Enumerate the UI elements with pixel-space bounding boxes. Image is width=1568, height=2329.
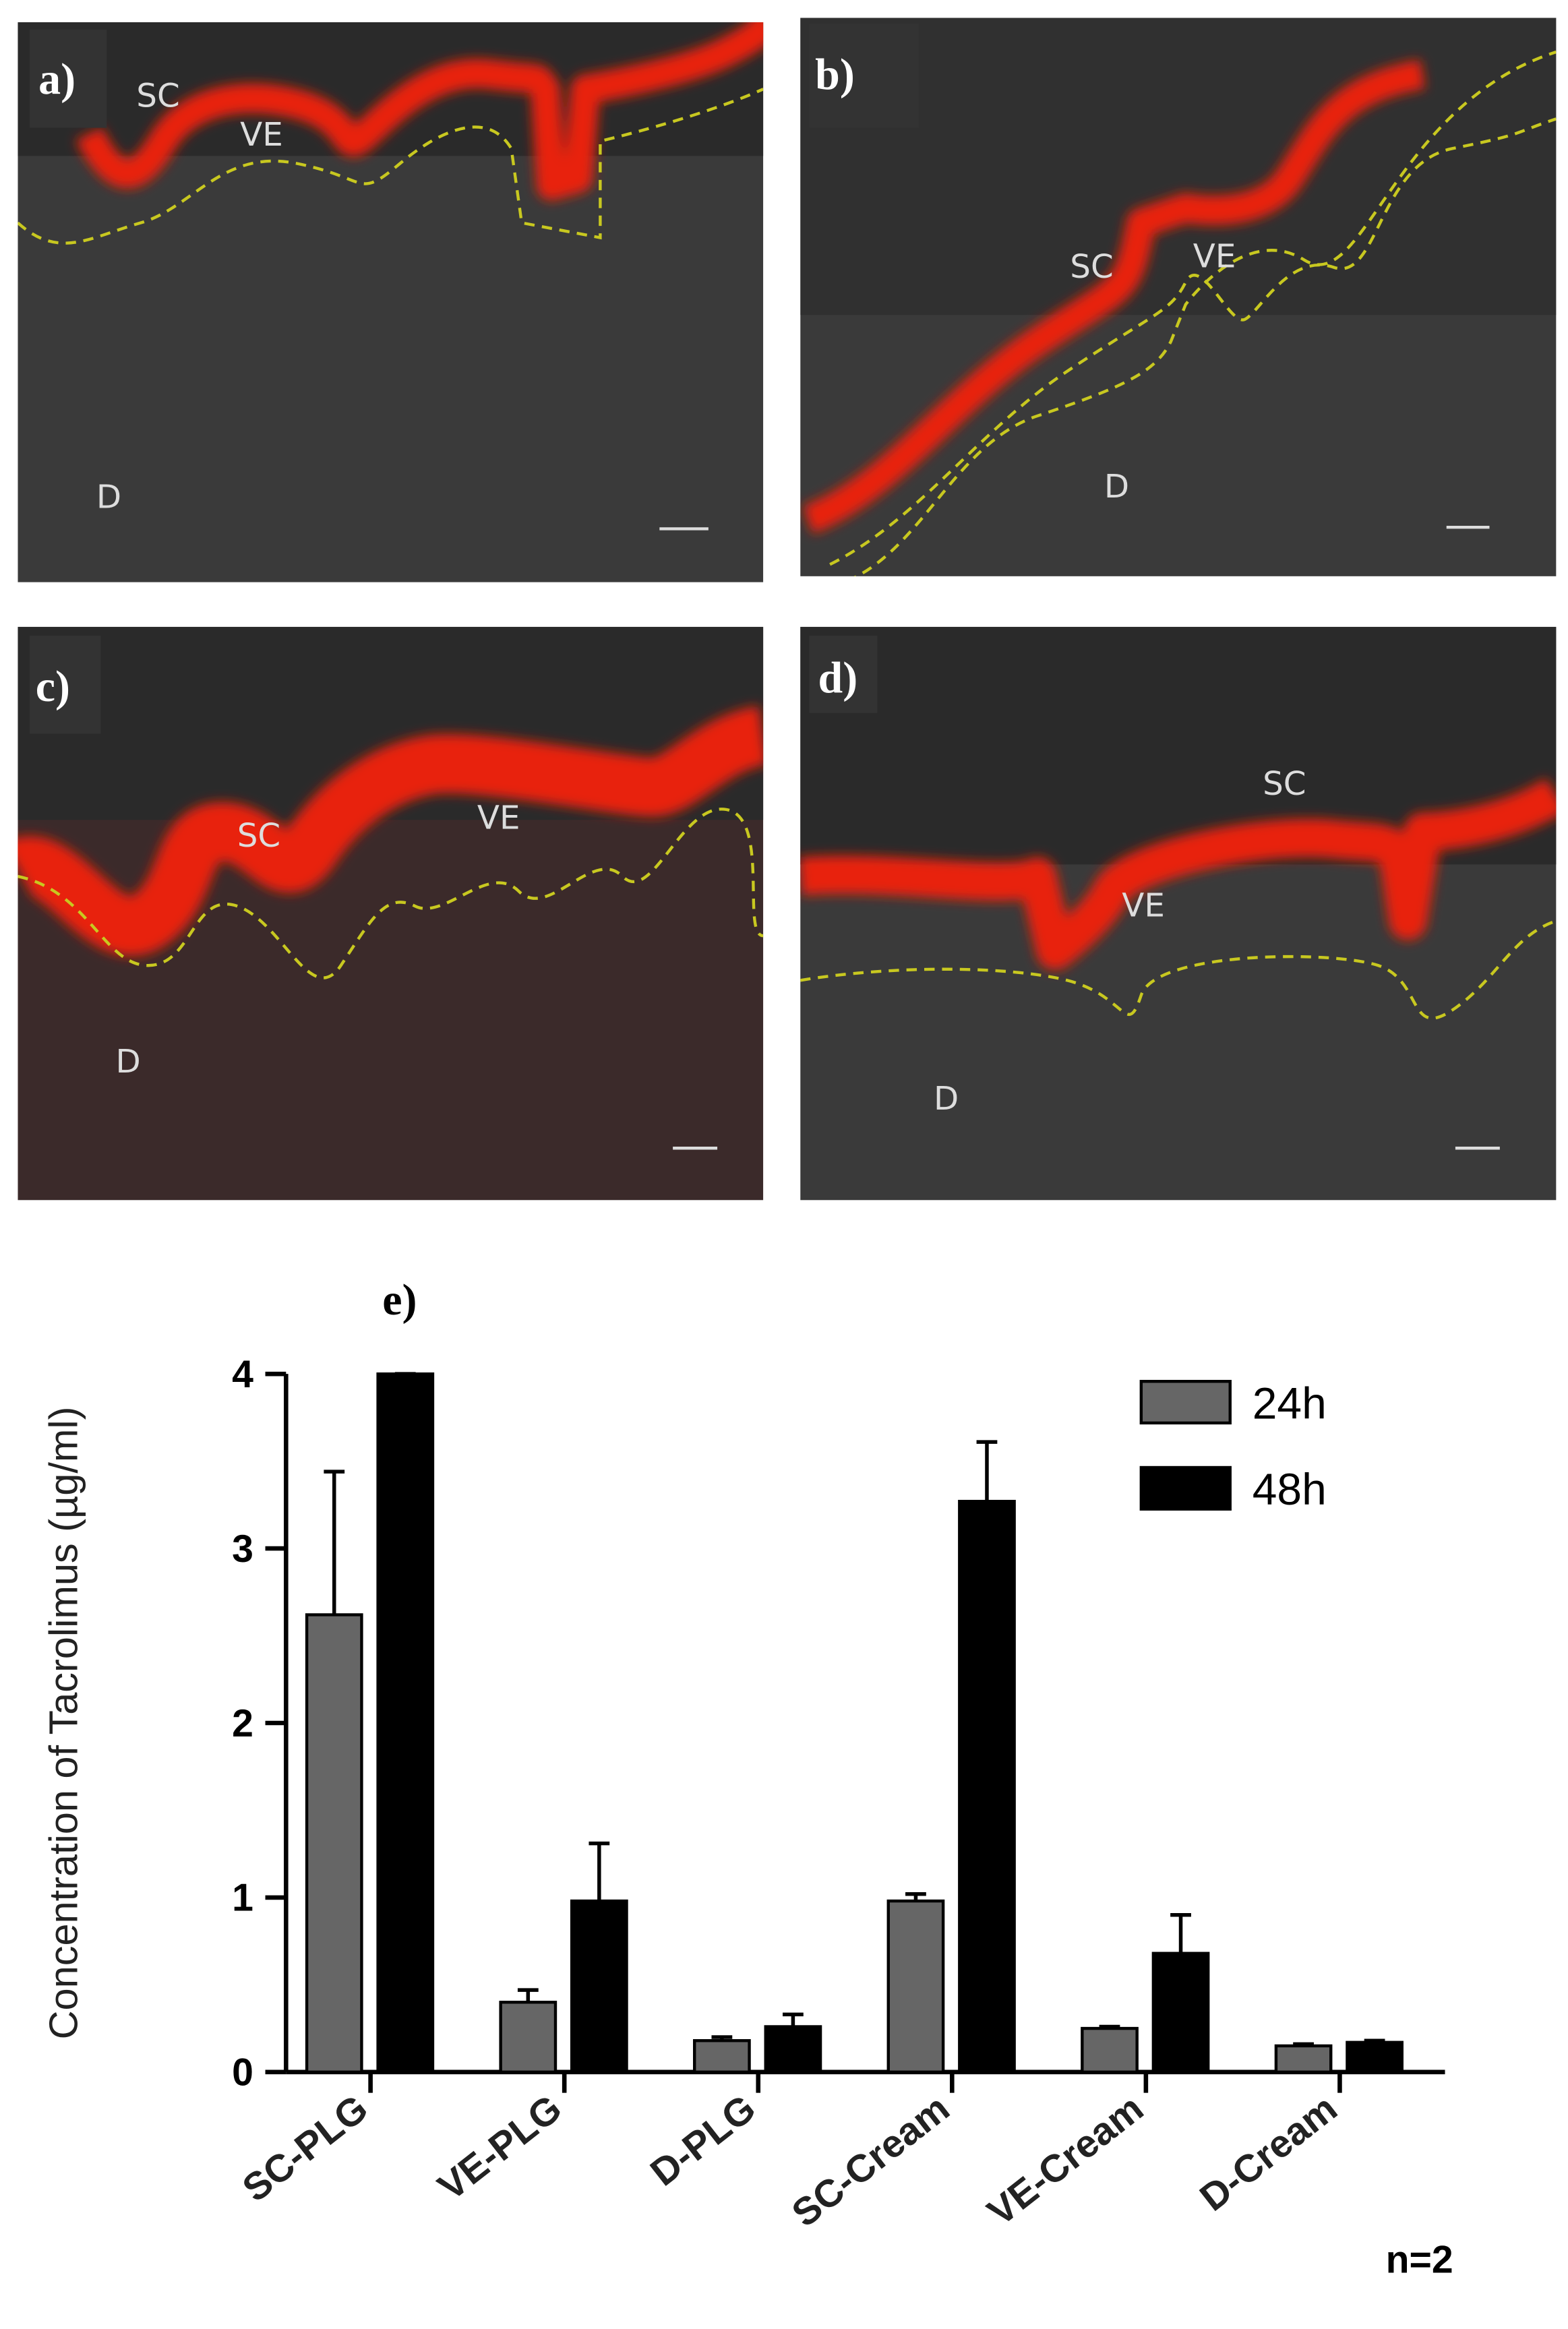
y-tick-label: 0: [232, 2051, 253, 2094]
y-tick-label: 3: [232, 1528, 253, 1571]
y-axis-label: Concentration of Tacrolimus (µg/ml): [40, 1407, 86, 2040]
error-bar: [783, 2012, 804, 2027]
bar: [570, 1899, 628, 2074]
bar: [1346, 2040, 1404, 2074]
panel-label: c): [36, 662, 70, 711]
legend-label: 48h: [1253, 1464, 1327, 1514]
micrograph-d: [800, 626, 1557, 1201]
x-tick-label: SC-Cream: [784, 2086, 957, 2235]
bar: [1274, 2044, 1333, 2074]
layer-tag: D: [1104, 468, 1129, 506]
annotation: n=2: [1386, 2238, 1453, 2281]
layer-tag: D: [96, 479, 121, 516]
bar: [305, 1613, 363, 2074]
micrograph-c: [18, 626, 764, 1201]
micrograph-b: [800, 18, 1557, 576]
error-bar: [324, 1470, 345, 1615]
bar: [693, 2038, 751, 2074]
panel-label: d): [818, 653, 858, 702]
micrograph-a: [18, 22, 764, 582]
layer-tag: SC: [136, 78, 179, 115]
layer-tag: VE: [477, 799, 520, 837]
layer-tag: D: [115, 1043, 140, 1081]
bar: [958, 1499, 1016, 2074]
bar: [376, 1372, 435, 2074]
panel-label: e): [382, 1275, 417, 1325]
y-tick-label: 4: [232, 1353, 253, 1396]
error-bar: [589, 1841, 610, 1902]
layer-tag: VE: [1122, 886, 1165, 924]
x-tick-label: D-PLG: [642, 2086, 763, 2194]
y-tick-label: 2: [232, 1702, 253, 1745]
legend-swatch: [1139, 1465, 1232, 1511]
y-tick-label: 1: [232, 1877, 253, 1920]
legend-label: 24h: [1253, 1378, 1327, 1428]
x-tick-label: D-Cream: [1192, 2086, 1345, 2219]
panel-label: b): [815, 50, 855, 99]
bar: [764, 2025, 822, 2074]
bar-chart: e) Concentration of Tacrolimus (µg/ml) n…: [40, 1275, 1453, 2281]
x-tick-label: SC-PLG: [235, 2086, 376, 2210]
bar: [499, 2001, 557, 2074]
error-bar: [976, 1440, 998, 1502]
layer-tag: VE: [240, 116, 283, 154]
layer-tag: SC: [1070, 248, 1113, 286]
layer-tag: D: [934, 1080, 959, 1118]
error-bar: [1170, 1913, 1191, 1954]
layer-tag: VE: [1193, 238, 1236, 276]
bar: [886, 1899, 945, 2074]
layer-tag: SC: [1263, 765, 1306, 803]
panel-labels: a) b) c) d) SC VE D SC VE D SC VE D SC V…: [29, 24, 1500, 1150]
bar: [1081, 2026, 1139, 2074]
legend-swatch: [1139, 1379, 1232, 1425]
panel-label: a): [38, 55, 76, 104]
x-tick-label: VE-PLG: [430, 2086, 570, 2209]
layer-tag: SC: [237, 817, 280, 855]
error-bar: [517, 1988, 539, 2003]
bar: [1151, 1952, 1210, 2074]
x-tick-label: VE-Cream: [979, 2086, 1151, 2234]
